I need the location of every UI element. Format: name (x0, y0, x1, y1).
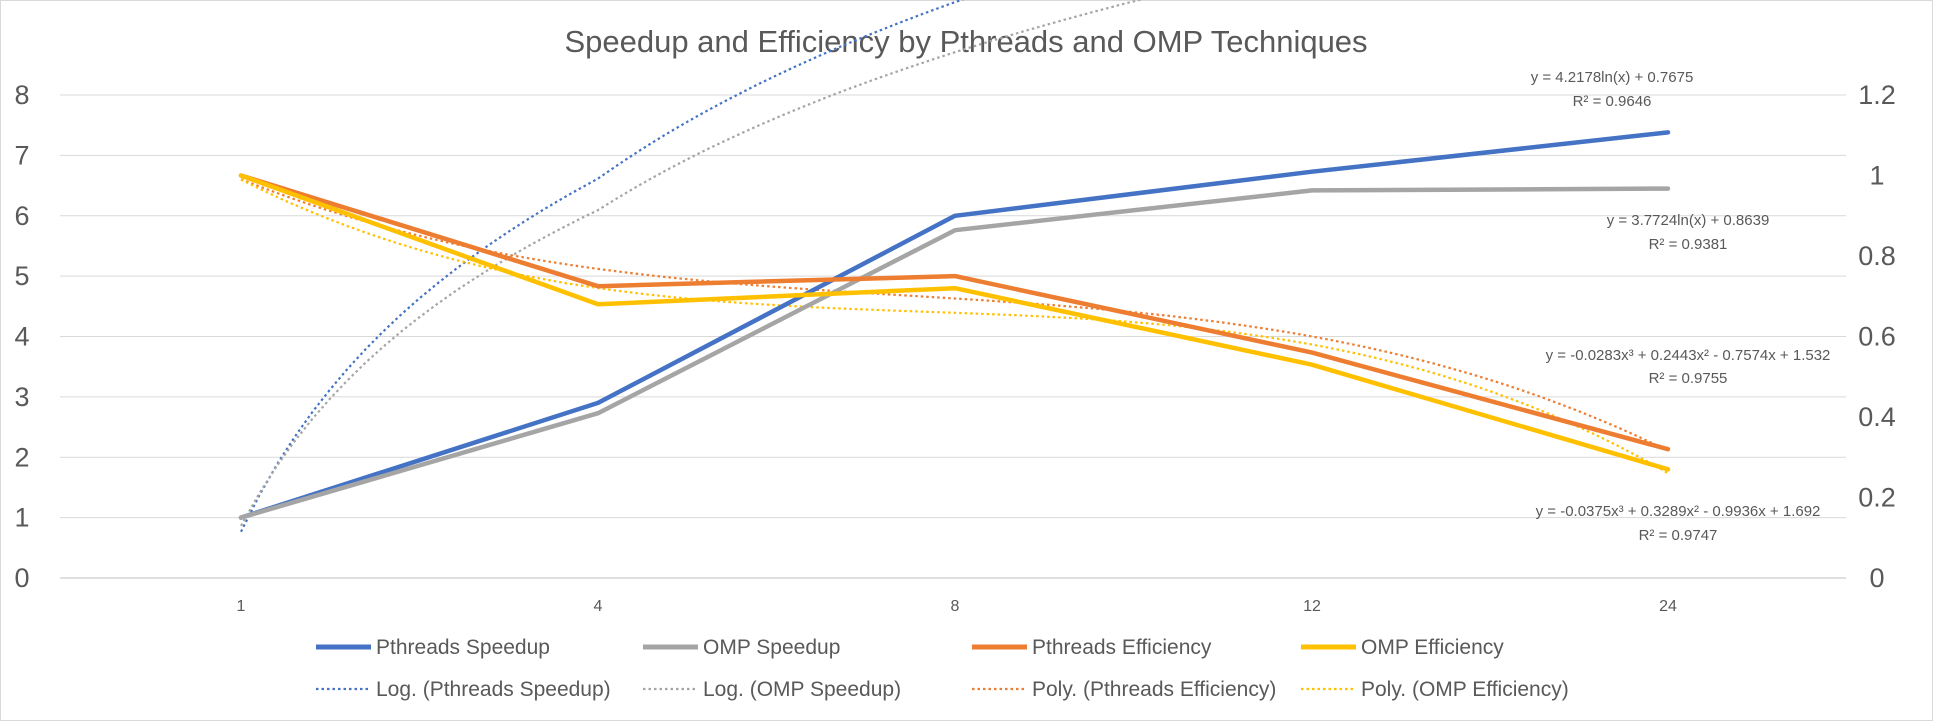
x-tick-label: 4 (594, 598, 603, 615)
legend-label: Poly. (OMP Efficiency) (1361, 678, 1569, 701)
y-right-tick-label: 1.2 (1858, 80, 1896, 110)
y-axis-right: 0 0.2 0.4 0.6 0.8 1 1.2 (1858, 80, 1896, 593)
y-left-tick-label: 1 (14, 503, 29, 533)
series-line (238, 173, 1671, 472)
y-right-tick-label: 0 (1869, 563, 1884, 593)
trendline (240, 0, 1144, 527)
y-axis-left: 0 1 2 3 4 5 6 7 8 (14, 80, 29, 593)
y-left-tick-label: 4 (14, 322, 29, 352)
trendline-r2: R² = 0.9747 (1639, 527, 1718, 544)
trendline-equation: y = 4.2178ln(x) + 0.7675 (1531, 69, 1694, 86)
legend-label: OMP Efficiency (1361, 636, 1504, 659)
y-right-tick-label: 1 (1869, 161, 1884, 191)
y-left-tick-label: 8 (14, 80, 29, 110)
y-left-tick-label: 5 (14, 261, 29, 291)
legend: Pthreads Speedup OMP Speedup Pthreads Effi… (316, 636, 1569, 701)
x-tick-label: 8 (951, 598, 960, 615)
trendline-equations: y = 4.2178ln(x) + 0.7675 R² = 0.9646 y = 3… (1531, 69, 1831, 544)
trendline (240, 178, 1670, 475)
y-right-tick-label: 0.4 (1858, 402, 1896, 432)
trendline-equation: y = -0.0375x³ + 0.3289x² - 0.9936x + 1.6… (1536, 503, 1821, 520)
series-line (238, 186, 1671, 520)
y-left-tick-label: 6 (14, 201, 29, 231)
legend-label: Pthreads Speedup (376, 636, 550, 659)
trendline-equation: y = 3.7724ln(x) + 0.8639 (1607, 212, 1770, 229)
legend-label: OMP Speedup (703, 636, 840, 659)
legend-label: Log. (OMP Speedup) (703, 678, 901, 701)
y-left-tick-label: 3 (14, 382, 29, 412)
x-axis: 1 4 8 12 24 (237, 598, 1677, 615)
x-tick-label: 12 (1303, 598, 1321, 615)
x-tick-label: 24 (1659, 598, 1677, 615)
legend-label: Pthreads Efficiency (1032, 636, 1212, 659)
y-left-tick-label: 0 (14, 563, 29, 593)
y-left-tick-label: 2 (14, 442, 29, 472)
y-right-tick-label: 0.6 (1858, 322, 1896, 352)
y-right-tick-label: 0.8 (1858, 241, 1896, 271)
legend-label: Log. (Pthreads Speedup) (376, 678, 611, 701)
trendline-equation: y = -0.0283x³ + 0.2443x² - 0.7574x + 1.5… (1546, 347, 1831, 364)
series-line (238, 130, 1671, 520)
trendline-r2: R² = 0.9646 (1573, 93, 1652, 110)
trendline-r2: R² = 0.9381 (1649, 236, 1728, 253)
chart-title: Speedup and Efficiency by Pthreads and O… (564, 24, 1367, 59)
series-lines (238, 130, 1671, 520)
y-right-tick-label: 0.2 (1858, 483, 1896, 513)
series-line (238, 173, 1671, 452)
x-tick-label: 1 (237, 598, 246, 615)
legend-label: Poly. (Pthreads Efficiency) (1032, 678, 1276, 701)
y-left-tick-label: 7 (14, 140, 29, 170)
trendline-r2: R² = 0.9755 (1649, 370, 1728, 387)
